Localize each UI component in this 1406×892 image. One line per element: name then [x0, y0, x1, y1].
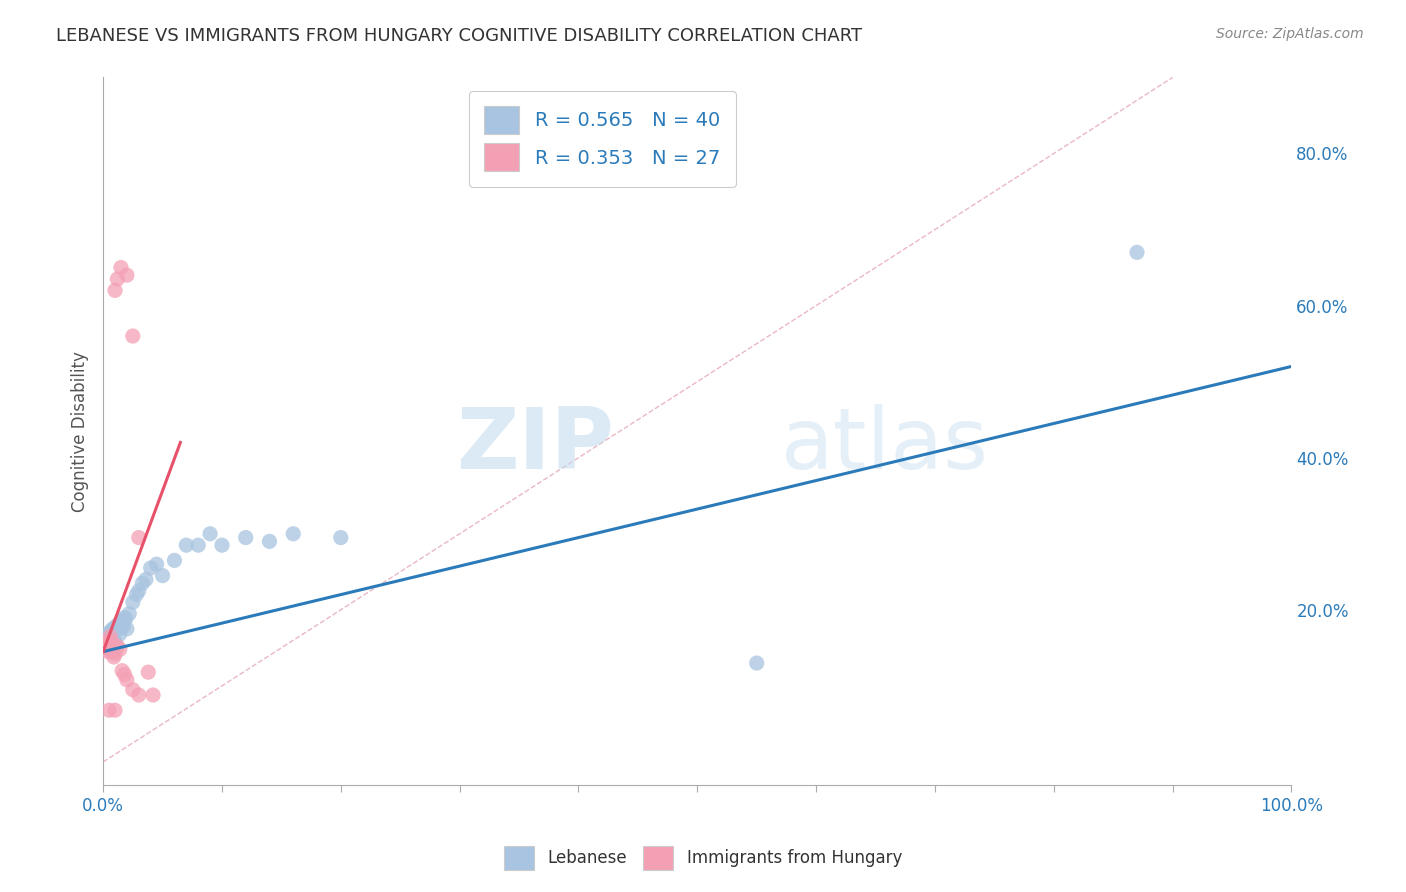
Point	[98, 627, 121, 641]
Point	[93, 637, 115, 651]
Point	[259, 534, 281, 549]
Point	[98, 640, 121, 654]
Point	[100, 634, 122, 648]
Point	[163, 553, 186, 567]
Point	[101, 645, 124, 659]
Point	[105, 618, 128, 632]
Text: LEBANESE VS IMMIGRANTS FROM HUNGARY COGNITIVE DISABILITY CORRELATION CHART: LEBANESE VS IMMIGRANTS FROM HUNGARY COGN…	[56, 27, 862, 45]
Point	[101, 622, 124, 636]
Point	[98, 703, 121, 717]
Point	[97, 645, 120, 659]
Point	[118, 607, 141, 621]
Point	[187, 538, 209, 552]
Point	[105, 640, 128, 654]
Point	[98, 625, 121, 640]
Point	[121, 595, 143, 609]
Point	[112, 619, 135, 633]
Point	[235, 531, 257, 545]
Point	[96, 640, 118, 655]
Point	[745, 656, 768, 670]
Point	[105, 619, 128, 633]
Point	[104, 634, 127, 648]
Point	[114, 610, 136, 624]
Point	[283, 526, 305, 541]
Point	[115, 673, 138, 687]
Point	[142, 688, 165, 702]
Point	[111, 664, 134, 678]
Point	[104, 284, 127, 298]
Point	[96, 634, 118, 648]
Point	[100, 624, 122, 639]
Point	[93, 637, 115, 651]
Point	[128, 583, 150, 598]
Point	[211, 538, 233, 552]
Point	[1126, 245, 1149, 260]
Legend: Lebanese, Immigrants from Hungary: Lebanese, Immigrants from Hungary	[498, 839, 908, 877]
Point	[94, 642, 117, 657]
Point	[135, 573, 157, 587]
Point	[121, 682, 143, 697]
Point	[145, 558, 167, 572]
Point	[131, 576, 153, 591]
Point	[114, 667, 136, 681]
Point	[108, 642, 131, 657]
Point	[121, 329, 143, 343]
Point	[128, 531, 150, 545]
Point	[115, 268, 138, 283]
Text: atlas: atlas	[780, 404, 988, 487]
Point	[198, 526, 221, 541]
Point	[107, 622, 129, 636]
Text: ZIP: ZIP	[457, 404, 614, 487]
Point	[105, 272, 128, 286]
Point	[98, 630, 121, 644]
Point	[329, 531, 352, 545]
Y-axis label: Cognitive Disability: Cognitive Disability	[72, 351, 89, 511]
Point	[176, 538, 198, 552]
Point	[104, 647, 127, 661]
Point	[108, 627, 131, 641]
Point	[94, 633, 117, 648]
Point	[139, 561, 162, 575]
Legend: R = 0.565   N = 40, R = 0.353   N = 27: R = 0.565 N = 40, R = 0.353 N = 27	[468, 91, 735, 186]
Point	[110, 260, 132, 275]
Point	[128, 688, 150, 702]
Point	[103, 632, 125, 646]
Point	[136, 665, 159, 680]
Point	[114, 612, 136, 626]
Point	[152, 568, 174, 582]
Point	[97, 630, 120, 644]
Point	[103, 650, 125, 665]
Point	[111, 616, 134, 631]
Text: Source: ZipAtlas.com: Source: ZipAtlas.com	[1216, 27, 1364, 41]
Point	[125, 588, 148, 602]
Point	[104, 703, 127, 717]
Point	[115, 622, 138, 636]
Point	[110, 614, 132, 628]
